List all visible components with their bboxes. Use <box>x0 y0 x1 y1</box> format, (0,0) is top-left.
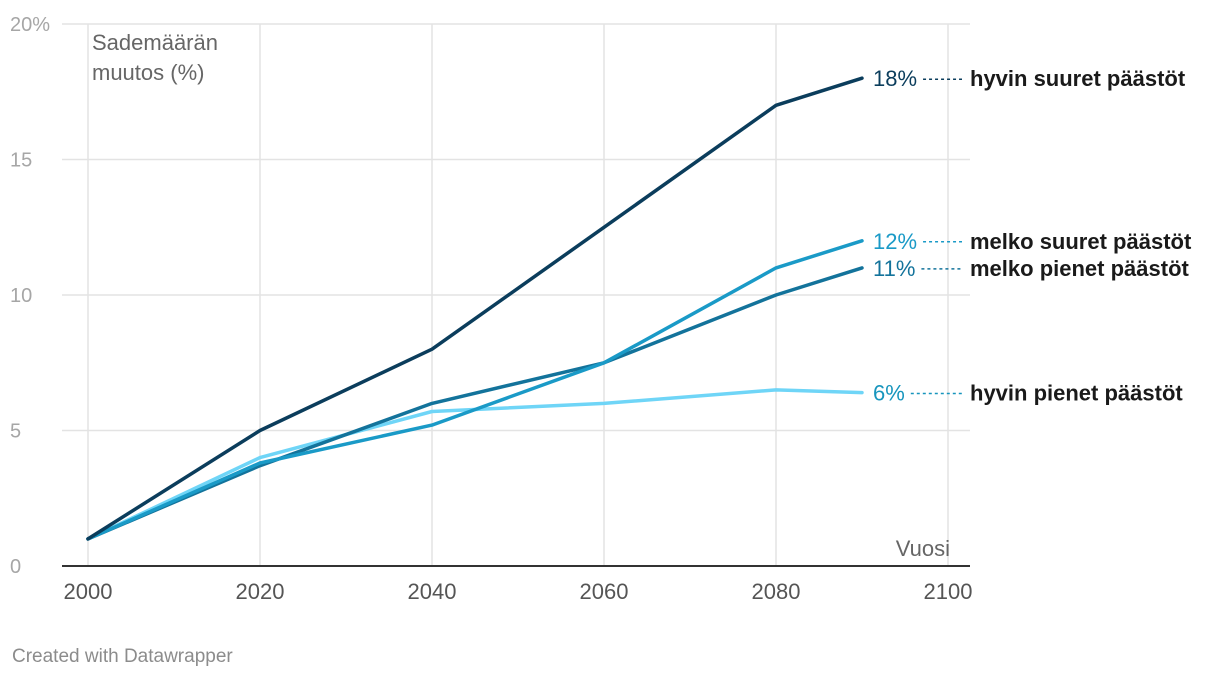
end-value-label-melko-suuret-päästöt: 12% <box>873 229 917 254</box>
series-name-hyvin-pienet-päästöt: hyvin pienet päästöt <box>970 381 1183 406</box>
end-value-label-melko-pienet-päästöt: 11% <box>873 256 915 281</box>
series-line-hyvin-pienet-päästöt <box>86 388 864 541</box>
datawrapper-credit: Created with Datawrapper <box>12 646 233 667</box>
y-axis-ticks: 0 5 10 15 20% <box>10 14 50 578</box>
series-line-melko-pienet-päästöt <box>86 266 864 541</box>
y-tick-label-10: 10 <box>10 285 32 307</box>
series-name-melko-suuret-päästöt: melko suuret päästöt <box>970 229 1192 254</box>
end-value-label-hyvin-suuret-päästöt: 18% <box>873 66 917 91</box>
line-chart: 0 5 10 15 20% 2000 2020 2040 2060 2080 2100 Sadem… <box>10 14 1192 604</box>
x-tick-label-2040: 2040 <box>408 579 457 604</box>
y-axis-label-line-1: Sademäärän <box>92 30 218 55</box>
x-tick-label-2080: 2080 <box>752 579 801 604</box>
x-axis-label: Vuosi <box>896 536 950 561</box>
x-tick-label-2060: 2060 <box>580 579 629 604</box>
series-line-hyvin-suuret-päästöt <box>86 76 864 541</box>
series-line-melko-suuret-päästöt <box>86 239 864 541</box>
series-lines <box>86 76 864 541</box>
series-name-melko-pienet-päästöt: melko pienet päästöt <box>970 256 1190 281</box>
horizontal-gridlines <box>62 23 970 432</box>
x-tick-label-2000: 2000 <box>64 579 113 604</box>
series-end-labels: 18% hyvin suuret päästöt 12% melko suuret p… <box>873 66 1192 405</box>
y-tick-label-15: 15 <box>10 150 32 172</box>
x-tick-label-2020: 2020 <box>236 579 285 604</box>
y-axis-label-line-2: muutos (%) <box>92 60 204 85</box>
y-tick-label-0: 0 <box>10 556 21 578</box>
y-tick-label-20: 20% <box>10 14 50 36</box>
series-name-hyvin-suuret-päästöt: hyvin suuret päästöt <box>970 66 1186 91</box>
x-tick-label-2100: 2100 <box>924 579 973 604</box>
x-axis-ticks: 2000 2020 2040 2060 2080 2100 <box>64 579 973 604</box>
end-value-label-hyvin-pienet-päästöt: 6% <box>873 381 905 406</box>
y-tick-label-5: 5 <box>10 421 21 443</box>
